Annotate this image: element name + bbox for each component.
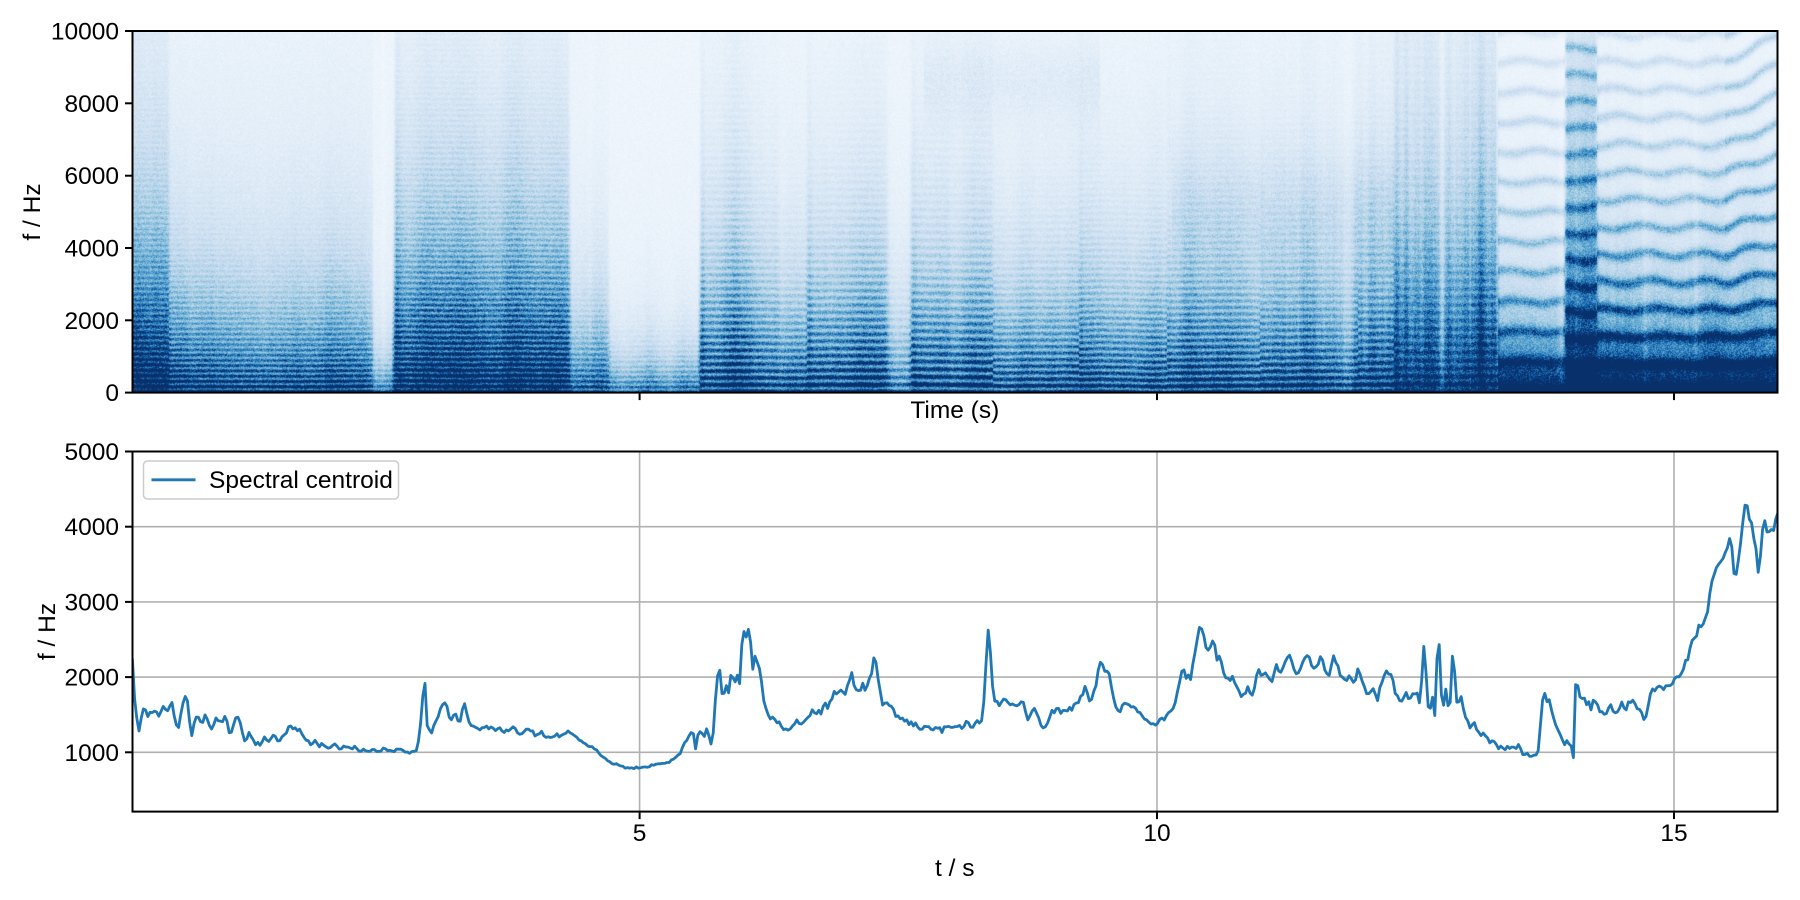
- svg-text:2000: 2000: [64, 308, 119, 335]
- svg-text:0: 0: [105, 380, 119, 407]
- svg-text:8000: 8000: [64, 91, 119, 118]
- svg-text:Spectral centroid: Spectral centroid: [209, 467, 393, 494]
- svg-text:5000: 5000: [64, 439, 119, 466]
- svg-text:4000: 4000: [64, 514, 119, 541]
- svg-text:4000: 4000: [64, 236, 119, 263]
- svg-text:1000: 1000: [64, 740, 119, 767]
- svg-text:f / Hz: f / Hz: [19, 183, 46, 240]
- svg-text:10: 10: [1143, 820, 1170, 847]
- svg-text:2000: 2000: [64, 665, 119, 692]
- svg-text:5: 5: [633, 820, 647, 847]
- svg-text:10000: 10000: [51, 19, 119, 46]
- svg-text:Time (s): Time (s): [910, 397, 999, 424]
- svg-text:6000: 6000: [64, 163, 119, 190]
- svg-text:f / Hz: f / Hz: [34, 603, 61, 660]
- svg-text:t / s: t / s: [935, 855, 974, 882]
- svg-text:15: 15: [1660, 820, 1687, 847]
- svg-text:3000: 3000: [64, 589, 119, 616]
